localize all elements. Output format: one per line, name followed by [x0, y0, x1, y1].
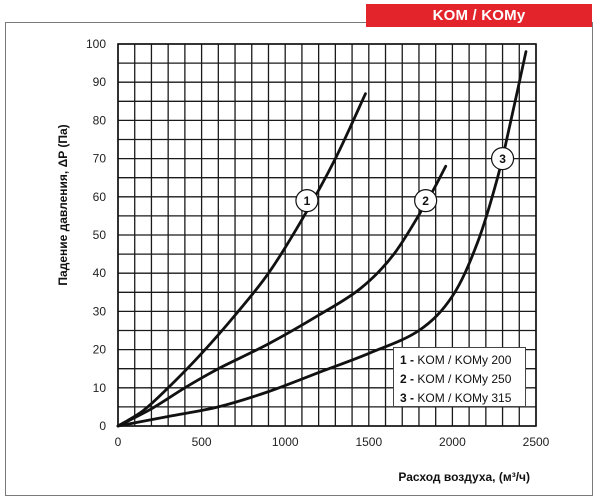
legend-number: 2 - — [400, 372, 415, 386]
chart-frame — [5, 22, 593, 496]
y-tick-label: 0 — [99, 419, 106, 433]
header-badge: KOM / KOMy — [366, 4, 592, 27]
y-tick-label: 80 — [93, 113, 107, 127]
legend-text: KOM / KOMy 200 — [417, 353, 512, 367]
legend-number: 1 - — [400, 353, 415, 367]
marker-circle — [295, 189, 319, 213]
y-tick-label: 90 — [93, 75, 107, 89]
legend-number: 3 - — [400, 391, 415, 405]
x-tick-label: 2500 — [523, 435, 550, 449]
y-tick-label: 40 — [93, 266, 107, 280]
legend-text: KOM / KOMy 250 — [417, 372, 512, 386]
x-tick-label: 2000 — [439, 435, 466, 449]
legend: 1 - KOM / KOMy 200 2 - KOM / KOMy 250 3 … — [393, 347, 526, 407]
plot-border — [117, 43, 537, 427]
curve-markers: 1 2 3 — [295, 147, 515, 213]
marker-circle — [490, 147, 515, 171]
y-tick-label: 20 — [93, 343, 107, 357]
y-tick-label: 70 — [93, 152, 107, 166]
y-axis-title: Падение давления, ΔP (Па) — [56, 124, 70, 285]
series-2-line — [116, 164, 448, 428]
y-tick-label: 30 — [93, 304, 107, 318]
tick-labels: 0 500 1000 1500 2000 2500 0 10 20 30 40 50 60 70 80 90 1… — [86, 37, 550, 449]
legend-item-2: 2 - KOM / KOMy 250 — [400, 370, 525, 389]
x-tick-label: 1500 — [355, 435, 382, 449]
series-1-line — [116, 92, 367, 428]
y-tick-label: 60 — [93, 190, 107, 204]
legend-text: KOM / KOMy 315 — [417, 391, 512, 405]
legend-item-3: 3 - KOM / KOMy 315 — [400, 389, 525, 408]
x-tick-label: 1000 — [272, 435, 299, 449]
marker-label: 1 — [304, 194, 311, 208]
x-tick-label: 0 — [115, 435, 122, 449]
x-axis-title: Расход воздуха, (м³/ч) — [398, 470, 530, 484]
legend-item-1: 1 - KOM / KOMy 200 — [400, 351, 525, 370]
x-tick-label: 500 — [192, 435, 212, 449]
marker-label: 2 — [422, 194, 429, 208]
y-tick-label: 50 — [93, 228, 107, 242]
y-tick-label: 10 — [93, 381, 107, 395]
axes — [117, 43, 537, 427]
series-1-marker: 1 — [295, 189, 319, 213]
series-3-marker: 3 — [490, 147, 515, 171]
y-tick-label: 100 — [86, 37, 106, 51]
marker-label: 3 — [499, 152, 506, 166]
marker-circle — [414, 189, 438, 213]
series-2-marker: 2 — [414, 189, 438, 213]
